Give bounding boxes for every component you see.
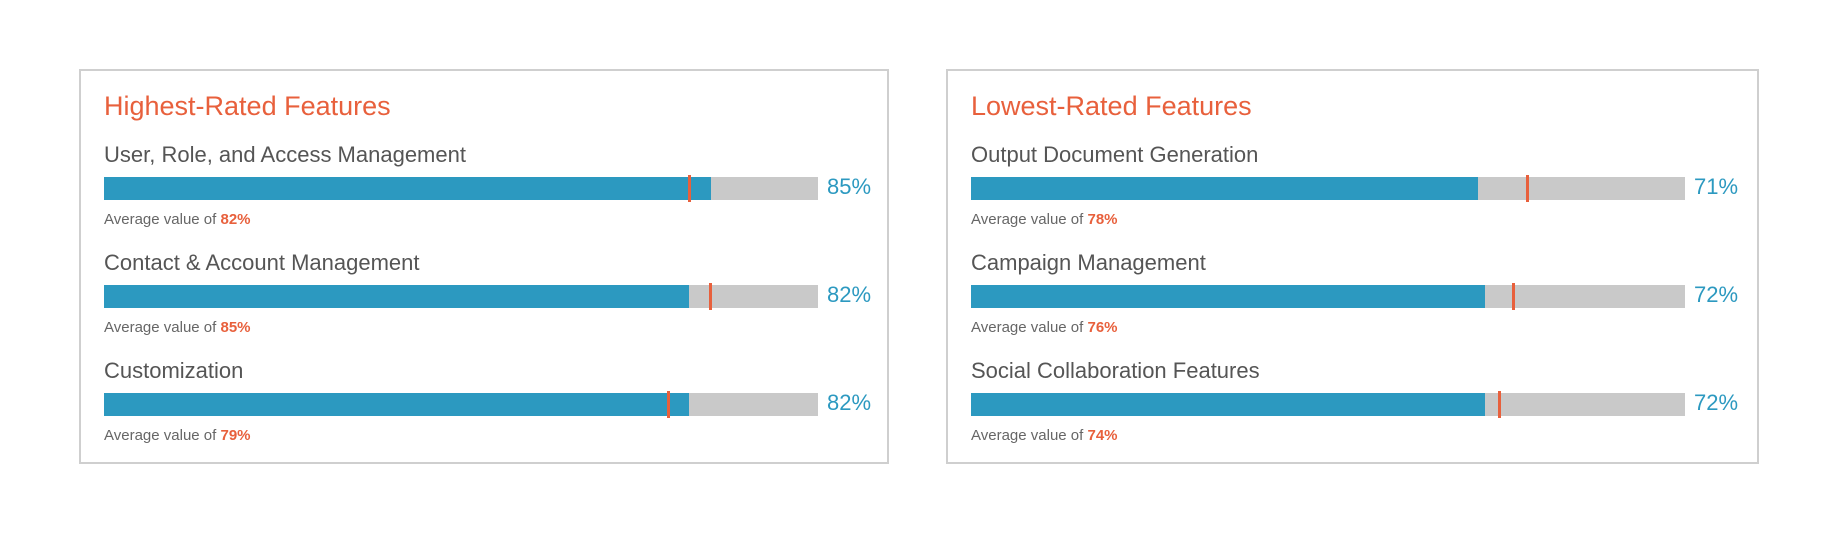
feature-row: User, Role, and Access Management 85% Aver…	[104, 144, 874, 234]
feature-name: Contact & Account Management	[104, 250, 420, 275]
bar-fill	[971, 393, 1486, 416]
average-prefix: Average value of	[971, 427, 1088, 444]
average-caption: Average value of 76%	[971, 320, 1118, 335]
feature-name: Customization	[104, 358, 244, 383]
average-value: 74%	[1087, 427, 1118, 444]
feature-name: Campaign Management	[971, 250, 1206, 275]
bar-value-label: 82%	[827, 282, 872, 307]
average-prefix: Average value of	[104, 319, 221, 336]
feature-row: Social Collaboration Features 72% Average …	[971, 360, 1741, 450]
average-prefix: Average value of	[104, 427, 221, 444]
bar-fill	[971, 285, 1486, 308]
average-prefix: Average value of	[971, 319, 1088, 336]
bar-fill	[971, 177, 1478, 200]
bar-track	[104, 283, 818, 310]
bar-value-label: 85%	[827, 174, 872, 199]
average-prefix: Average value of	[971, 211, 1088, 228]
average-marker	[1497, 391, 1501, 418]
panel-title: Highest-Rated Features	[104, 91, 391, 121]
average-value: 79%	[220, 427, 251, 444]
feature-name: User, Role, and Access Management	[104, 142, 466, 167]
bar-track	[104, 391, 818, 418]
highest-rated-panel: Highest-Rated Features User, Role, and A…	[79, 69, 889, 464]
feature-row: Output Document Generation 71% Average val…	[971, 144, 1741, 234]
bar-fill	[104, 285, 690, 308]
average-value: 82%	[220, 211, 251, 228]
average-value: 76%	[1087, 319, 1118, 336]
bar-value-label: 71%	[1694, 174, 1739, 199]
average-value: 78%	[1087, 211, 1118, 228]
average-marker	[687, 175, 691, 202]
average-marker	[709, 283, 713, 310]
bar-track	[971, 175, 1685, 202]
average-caption: Average value of 82%	[104, 212, 251, 227]
bar-fill	[104, 393, 690, 416]
lowest-rated-panel: Lowest-Rated Features Output Document Ge…	[946, 69, 1759, 464]
feature-name: Output Document Generation	[971, 142, 1259, 167]
feature-row: Campaign Management 72% Average value of 7…	[971, 252, 1741, 342]
bar-value-label: 82%	[827, 390, 872, 415]
bar-value-label: 72%	[1694, 390, 1739, 415]
average-caption: Average value of 74%	[971, 428, 1118, 443]
average-prefix: Average value of	[104, 211, 221, 228]
feature-row: Customization 82% Average value of 79%	[104, 360, 874, 450]
average-caption: Average value of 79%	[104, 428, 251, 443]
average-value: 85%	[220, 319, 251, 336]
bar-track	[971, 391, 1685, 418]
feature-row: Contact & Account Management 82% Average v…	[104, 252, 874, 342]
average-caption: Average value of 85%	[104, 320, 251, 335]
average-marker	[666, 391, 670, 418]
bar-fill	[104, 177, 711, 200]
bar-value-label: 72%	[1694, 282, 1739, 307]
bar-track	[971, 283, 1685, 310]
average-marker	[1526, 175, 1530, 202]
bar-track	[104, 175, 818, 202]
feature-name: Social Collaboration Features	[971, 358, 1260, 383]
panel-title: Lowest-Rated Features	[971, 91, 1252, 121]
average-marker	[1512, 283, 1516, 310]
average-caption: Average value of 78%	[971, 212, 1118, 227]
